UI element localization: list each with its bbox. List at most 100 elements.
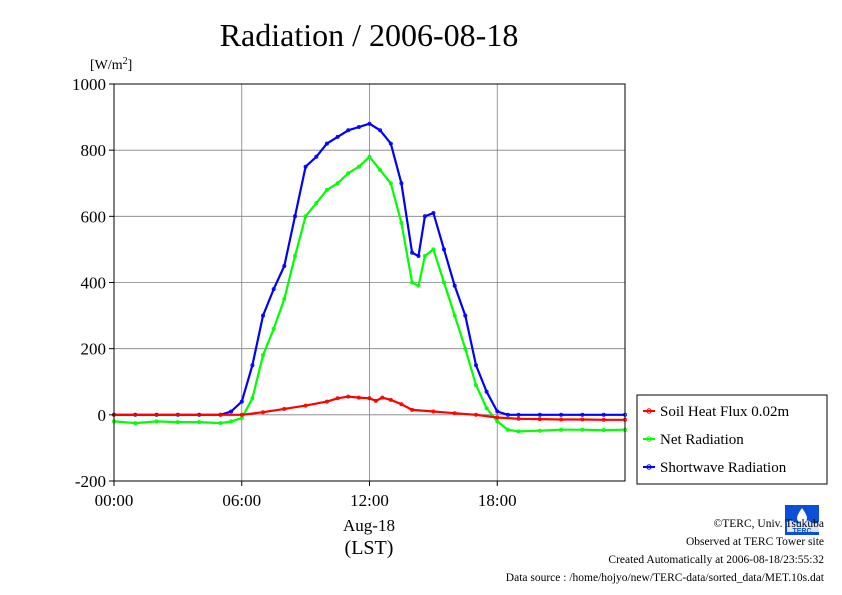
legend-marker-soil-heat-flux-0-02m [646, 408, 652, 414]
data-point [229, 409, 234, 414]
data-point [388, 181, 393, 186]
data-point [580, 427, 585, 432]
data-point [324, 141, 329, 146]
data-point [399, 402, 404, 407]
data-point [356, 125, 361, 130]
data-point [367, 121, 372, 126]
data-point [559, 427, 564, 432]
data-point [271, 326, 276, 331]
data-point [559, 417, 564, 422]
series-line-net-radiation [113, 155, 626, 433]
x-tick-label: 06:00 [222, 491, 261, 510]
x-tick-label: 12:00 [350, 491, 389, 510]
data-point [580, 417, 585, 422]
data-point [314, 154, 319, 159]
x-tick-label: 00:00 [95, 491, 134, 510]
data-point [335, 396, 340, 401]
data-point [229, 419, 234, 424]
data-point [250, 396, 255, 401]
data-point [250, 363, 255, 368]
data-point [356, 395, 361, 400]
x-axis-timezone: (LST) [345, 537, 394, 559]
y-tick-label: 1000 [72, 75, 106, 94]
data-point [495, 415, 500, 420]
data-point [473, 363, 478, 368]
legend-label-net-radiation: Net Radiation [660, 432, 744, 448]
data-point [399, 220, 404, 225]
y-unit-close: ] [128, 58, 133, 73]
data-point [335, 134, 340, 139]
data-point [537, 428, 542, 433]
data-point [324, 187, 329, 192]
data-point [416, 253, 421, 258]
legend-box [636, 394, 828, 485]
data-point [516, 412, 521, 417]
data-point [154, 419, 159, 424]
data-point [422, 214, 427, 219]
data-point [601, 417, 606, 422]
data-point [537, 412, 542, 417]
series-line-shortwave-radiation [114, 122, 625, 416]
data-point [218, 412, 223, 417]
legend-label-soil-heat-flux-0-02m: Soil Heat Flux 0.02m [660, 404, 790, 420]
data-point [431, 210, 436, 215]
y-tick-label: -200 [75, 472, 106, 491]
data-point [303, 214, 308, 219]
data-point [410, 250, 415, 255]
data-point [282, 296, 287, 301]
data-point [559, 412, 564, 417]
data-point [505, 427, 510, 432]
y-axis-tick-labels: -200 0 200 400 600 800 1000 [72, 75, 106, 491]
data-point [473, 412, 478, 417]
series-line-soil-heat-flux-0-02m [114, 395, 625, 421]
data-point [346, 394, 351, 399]
data-point [431, 247, 436, 252]
y-unit-text: [W/m [90, 58, 123, 73]
chart-title: Radiation / 2006-08-18 [220, 17, 519, 53]
data-point [239, 399, 244, 404]
data-point [410, 407, 415, 412]
data-point [399, 181, 404, 186]
data-point [260, 353, 265, 358]
y-unit-superscript: 2 [123, 56, 128, 67]
data-point [388, 141, 393, 146]
data-point [303, 164, 308, 169]
data-point [282, 406, 287, 411]
credit-source: Data source : /home/hojyo/new/TERC-data/… [505, 572, 824, 584]
data-point [356, 164, 361, 169]
data-point [378, 167, 383, 172]
data-series [112, 121, 628, 434]
data-point [441, 280, 446, 285]
x-tick-label: 18:00 [478, 491, 517, 510]
data-point [484, 389, 489, 394]
data-point [367, 154, 372, 159]
y-tick-label: 800 [81, 141, 107, 160]
legend-marker-shortwave-radiation [646, 464, 652, 470]
y-axis-unit: [W/m2] [90, 56, 132, 73]
data-point [133, 421, 138, 426]
x-axis-tick-labels: 00:00 06:00 12:00 18:00 [95, 491, 517, 510]
y-tick-label: 0 [98, 406, 107, 425]
data-point [452, 283, 457, 288]
data-point [260, 410, 265, 415]
data-point [431, 409, 436, 414]
terc-logo: TERC [782, 502, 822, 538]
legend-label-shortwave-radiation: Shortwave Radiation [660, 460, 787, 476]
data-point [282, 263, 287, 268]
data-point [218, 421, 223, 426]
data-point [516, 429, 521, 434]
credit-site: Observed at TERC Tower site [685, 536, 824, 548]
y-tick-label: 200 [81, 340, 107, 359]
data-point [516, 416, 521, 421]
data-point [463, 346, 468, 351]
data-point [505, 412, 510, 417]
y-tick-label: 400 [81, 274, 107, 293]
x-axis-date: Aug-18 [343, 516, 395, 535]
data-point [441, 247, 446, 252]
y-tick-label: 600 [81, 207, 107, 226]
logo-text: TERC [792, 528, 811, 535]
data-point [495, 409, 500, 414]
data-point [239, 412, 244, 417]
data-point [292, 253, 297, 258]
legend: Soil Heat Flux 0.02m Net Radiation Shortwa… [636, 394, 828, 485]
